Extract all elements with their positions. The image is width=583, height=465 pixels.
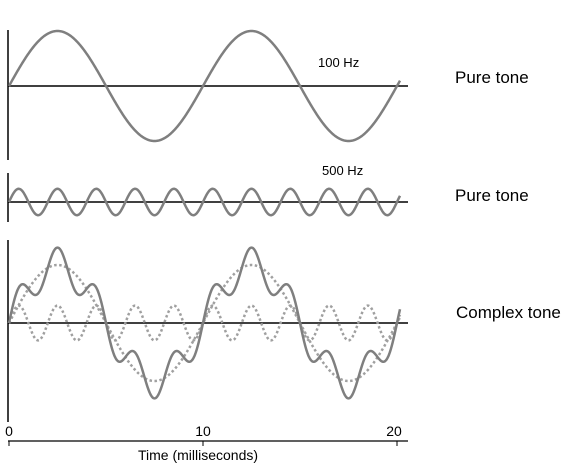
panel-500hz: 500 Hz Pure tone <box>7 163 529 222</box>
panel-100hz-frequency-label: 100 Hz <box>318 55 359 70</box>
panel-complex-title: Complex tone <box>456 303 561 322</box>
panel-complex: Complex tone <box>7 240 561 422</box>
panel-100hz-title: Pure tone <box>455 68 529 87</box>
x-tick-label-20: 20 <box>386 423 402 439</box>
panel-500hz-frequency-label: 500 Hz <box>322 163 363 178</box>
x-axis-title: Time (milliseconds) <box>138 447 258 463</box>
panel-500hz-title: Pure tone <box>455 186 529 205</box>
panel-100hz: 100 Hz Pure tone <box>7 29 529 160</box>
x-tick-label-0: 0 <box>5 423 13 439</box>
panel-100hz-wave <box>7 29 402 143</box>
panel-500hz-wave <box>7 187 402 217</box>
x-tick-label-10: 10 <box>195 423 211 439</box>
panel-complex-sum-wave <box>7 246 402 400</box>
x-axis: 0 10 20 Time (milliseconds) <box>5 423 408 463</box>
